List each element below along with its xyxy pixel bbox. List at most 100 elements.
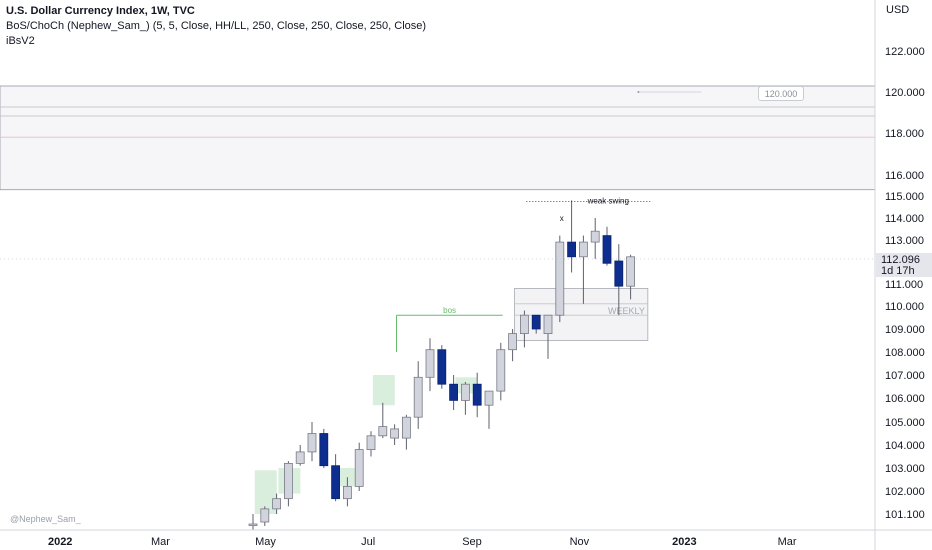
bullish-candle-body (496, 349, 506, 392)
candle (531, 314, 541, 334)
candle (520, 310, 529, 348)
candle (390, 424, 400, 445)
indicator-ibsv2[interactable]: iBsV2 (6, 35, 35, 47)
candle (354, 442, 364, 491)
candle (378, 402, 388, 439)
last-price-value: 112.096 (881, 254, 920, 266)
candle (602, 226, 612, 266)
bullish-candle-body (295, 451, 305, 464)
time-tick-label: Mar (151, 536, 170, 548)
bearish-candle-body (531, 314, 541, 330)
candle (425, 338, 435, 392)
symbol-title[interactable]: U.S. Dollar Currency Index, 1W, TVC (6, 5, 195, 17)
bullish-candle-body (390, 428, 400, 439)
candle (295, 445, 305, 466)
candle (508, 329, 518, 362)
bearish-candle-body (331, 465, 341, 500)
time-tick-label: Jul (361, 536, 375, 548)
candles-layer (248, 200, 635, 530)
price-tick-label: 102.000 (885, 486, 925, 498)
bullish-candle-body (401, 416, 411, 439)
bullish-candle-body (342, 485, 352, 500)
candle (496, 342, 506, 401)
bearish-candle-body (567, 241, 576, 258)
bullish-candle-body (260, 508, 270, 523)
time-tick-label: Sep (462, 536, 482, 548)
price-tick-label: 110.000 (885, 301, 924, 313)
candle (283, 461, 293, 507)
candle (307, 422, 317, 462)
demand-zone (337, 468, 360, 487)
price-tick-label: 107.000 (885, 370, 925, 382)
candle (590, 218, 600, 259)
price-tick-label: 103.000 (885, 463, 925, 475)
bullish-candle-body (413, 376, 423, 418)
bullish-candle-body (248, 523, 258, 526)
candle (401, 414, 411, 450)
price-tick-label: 115.000 (885, 191, 924, 203)
candle (342, 477, 352, 507)
candle (555, 235, 565, 323)
candle (579, 235, 588, 304)
bearish-candle-body (437, 349, 447, 385)
price-tick-label: 114.000 (885, 213, 924, 225)
price-tick-label: 118.000 (885, 128, 924, 140)
bullish-candle-body (555, 241, 565, 316)
demand-zone (254, 470, 277, 514)
price-tick-label: 105.000 (885, 417, 925, 429)
bullish-candle-body (520, 314, 529, 335)
bullish-candle-body (484, 390, 494, 406)
bullish-candle-body (579, 241, 588, 258)
bullish-candle-body (460, 383, 470, 401)
price-tick-label: 109.000 (885, 324, 925, 336)
candle (319, 428, 329, 468)
bullish-candle-body (425, 349, 435, 378)
bearish-candle-body (449, 383, 459, 401)
candle (437, 345, 447, 389)
currency-label[interactable]: USD (886, 4, 910, 16)
price-tick-label: 120.000 (885, 87, 925, 99)
candle (484, 390, 494, 429)
candle (449, 375, 459, 410)
levels-layer: bos weak swing x (396, 91, 702, 352)
candle (272, 493, 282, 514)
bullish-candle-body (378, 426, 388, 437)
bullish-candle-body (307, 433, 317, 453)
candle (626, 254, 635, 300)
candle (614, 244, 624, 316)
bullish-candle-body (283, 462, 293, 500)
candle (472, 372, 482, 418)
bullish-candle-body (543, 314, 553, 335)
time-tick-label: 2022 (48, 536, 72, 548)
candle (366, 431, 376, 457)
last-price-tag: 112.096 1d 17h (876, 253, 932, 277)
price-tick-label: 113.000 (885, 235, 924, 247)
candle (460, 381, 470, 415)
candle (543, 314, 553, 359)
bar-countdown: 1d 17h (881, 265, 915, 277)
price-tick-label: 101.100 (885, 509, 925, 521)
swing-marker: x (560, 214, 564, 223)
bullish-candle-body (272, 498, 282, 510)
time-tick-label: 2023 (672, 536, 696, 548)
price-tick-label: 122.000 (885, 46, 925, 58)
candle (413, 361, 423, 429)
bearish-candle-body (614, 260, 624, 287)
price-tick-label: 111.000 (885, 279, 923, 291)
candle (331, 454, 341, 502)
price-tick-label: 108.000 (885, 347, 925, 359)
bullish-candle-body (626, 256, 635, 287)
price-tick-label: 116.000 (885, 170, 924, 182)
premium-zone (0, 85, 876, 191)
bullish-candle-body (508, 333, 518, 351)
time-tick-label: Nov (570, 536, 590, 548)
bos-label: bos (443, 306, 456, 315)
bearish-candle-body (319, 433, 329, 467)
level-price-pill: 120.000 (758, 86, 804, 101)
candle (567, 200, 576, 273)
bearish-candle-body (472, 383, 482, 406)
indicator-bos-choch[interactable]: BoS/ChoCh (Nephew_Sam_) (5, 5, Close, HH… (6, 20, 427, 32)
bullish-candle-body (354, 449, 364, 487)
